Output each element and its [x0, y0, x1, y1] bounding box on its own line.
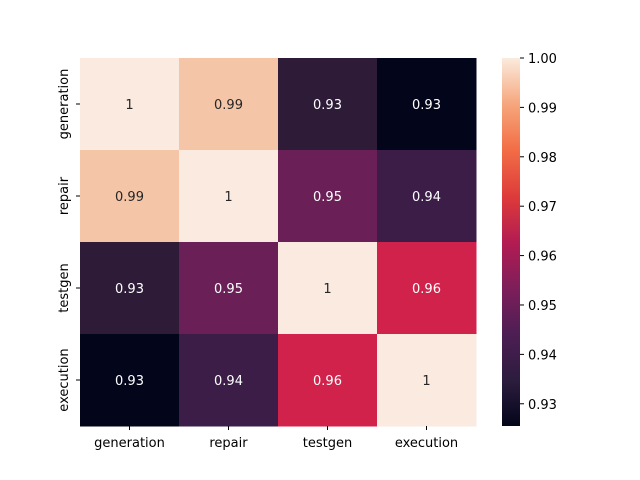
- colorbar-tick-label: 0.96: [528, 250, 557, 265]
- colorbar-ticks: 0.93 0.94 0.95 0.96 0.97 0.98 0.99 1.00: [520, 52, 557, 413]
- y-tick-label-testgen: testgen: [57, 263, 72, 312]
- heatmap-cell-2-1: [179, 242, 279, 335]
- cell-annotation-1-0: 0.99: [115, 190, 144, 205]
- colorbar-gradient: [502, 58, 520, 426]
- colorbar-tick-label: 1.00: [528, 52, 557, 67]
- cell-annotation-2-2: 1: [323, 282, 331, 297]
- heatmap-cell-1-0: [80, 150, 180, 243]
- cell-annotation-3-3: 1: [422, 374, 430, 389]
- heatmap-cell-3-1: [179, 334, 279, 427]
- heatmap-cell-0-0: [80, 58, 180, 151]
- cell-annotation-2-3: 0.96: [412, 282, 441, 297]
- cell-annotation-0-0: 1: [125, 98, 133, 113]
- heatmap-cell-3-0: [80, 334, 180, 427]
- cell-annotation-2-1: 0.95: [214, 282, 243, 297]
- heatmap-cell-0-2: [278, 58, 378, 151]
- heatmap-cells: [80, 58, 477, 427]
- x-tick-label-repair: repair: [209, 436, 248, 451]
- cell-annotation-0-3: 0.93: [412, 98, 441, 113]
- x-tick-label-execution: execution: [395, 436, 458, 451]
- y-tick-label-repair: repair: [57, 176, 72, 215]
- heatmap-cell-0-3: [377, 58, 477, 151]
- heatmap-annotations: 1 0.99 0.93 0.93 0.99 1 0.95 0.94 0.93 0.95 1 0.96 0…: [115, 98, 441, 389]
- cell-annotation-1-2: 0.95: [313, 190, 342, 205]
- heatmap-cell-3-3: [377, 334, 477, 427]
- y-tick-label-execution: execution: [57, 348, 72, 411]
- cell-annotation-3-0: 0.93: [115, 374, 144, 389]
- heatmap-cell-1-2: [278, 150, 378, 243]
- heatmap-cell-1-1: [179, 150, 279, 243]
- heatmap-cell-2-2: [278, 242, 378, 335]
- heatmap-cell-2-3: [377, 242, 477, 335]
- heatmap-cell-2-0: [80, 242, 180, 335]
- colorbar-tick-label: 0.94: [528, 348, 557, 363]
- heatmap-cell-1-3: [377, 150, 477, 243]
- heatmap-cell-0-1: [179, 58, 279, 151]
- colorbar-tick-label: 0.99: [528, 101, 557, 116]
- cell-annotation-3-1: 0.94: [214, 374, 243, 389]
- cell-annotation-0-1: 0.99: [214, 98, 243, 113]
- heatmap-cell-3-2: [278, 334, 378, 427]
- colorbar-tick-label: 0.93: [528, 398, 557, 413]
- colorbar-tick-label: 0.95: [528, 299, 557, 314]
- cell-annotation-0-2: 0.93: [313, 98, 342, 113]
- y-tick-label-generation: generation: [57, 69, 72, 140]
- cell-annotation-1-1: 1: [224, 190, 232, 205]
- x-tick-label-generation: generation: [94, 436, 165, 451]
- y-axis: generation repair testgen execution: [57, 69, 80, 412]
- colorbar: [502, 58, 520, 426]
- cell-annotation-3-2: 0.96: [313, 374, 342, 389]
- x-tick-label-testgen: testgen: [303, 436, 352, 451]
- colorbar-tick-label: 0.97: [528, 200, 557, 215]
- cell-annotation-2-0: 0.93: [115, 282, 144, 297]
- cell-annotation-1-3: 0.94: [412, 190, 441, 205]
- x-axis: generation repair testgen execution: [94, 426, 458, 451]
- colorbar-tick-label: 0.98: [528, 151, 557, 166]
